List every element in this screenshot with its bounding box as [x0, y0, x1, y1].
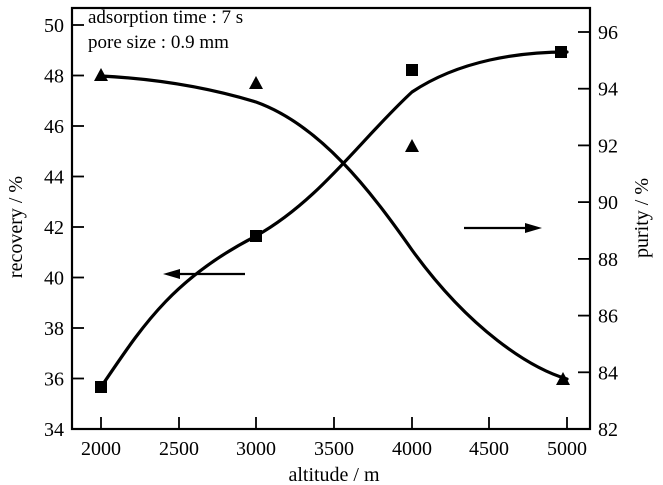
- y-right-ticks: [578, 31, 590, 430]
- y-left-tick-label: 46: [44, 116, 64, 138]
- y-right-axis-title: purity / %: [631, 178, 653, 258]
- y-left-ticks: [72, 24, 84, 430]
- data-point-marker: [250, 230, 262, 242]
- y-left-tick-label: 42: [44, 217, 64, 239]
- y-left-tick-label: 34: [44, 419, 64, 441]
- y-right-tick-label: 84: [598, 362, 618, 384]
- y-right-tick-label: 96: [598, 22, 618, 44]
- y-right-tick-label: 92: [598, 135, 618, 157]
- left-axis-arrow: [163, 269, 245, 279]
- data-point-marker: [556, 372, 570, 385]
- y-left-axis-title: recovery / %: [5, 176, 27, 278]
- x-tick-labels: 2000 2500 3000 3500 4000 4500 5000: [81, 438, 587, 460]
- y-left-tick-label: 38: [44, 318, 64, 340]
- y-right-tick-labels: 96 94 92 90 88 86 84 82: [598, 22, 618, 441]
- data-point-marker: [405, 139, 419, 152]
- y-right-tick-label: 94: [598, 79, 618, 101]
- data-point-marker: [94, 68, 108, 81]
- y-right-tick-label: 90: [598, 192, 618, 214]
- y-right-tick-label: 86: [598, 306, 618, 328]
- x-axis-title: altitude / m: [288, 464, 380, 485]
- y-left-tick-labels: 50 48 46 44 42 40 38 36 34: [44, 15, 64, 441]
- x-tick-label: 2000: [81, 438, 121, 460]
- plot-frame: [70, 6, 592, 431]
- y-left-tick-label: 36: [44, 369, 64, 391]
- x-tick-label: 4500: [469, 438, 509, 460]
- annotation-adsorption-time: adsorption time : 7 s: [88, 7, 243, 28]
- recovery-markers: [95, 46, 567, 393]
- y-left-tick-label: 48: [44, 66, 64, 88]
- data-point-marker: [95, 381, 107, 393]
- right-axis-arrow: [464, 223, 542, 233]
- x-tick-label: 3000: [236, 438, 276, 460]
- recovery-curve: [99, 50, 569, 389]
- x-tick-label: 2500: [159, 438, 199, 460]
- x-tick-label: 4000: [392, 438, 432, 460]
- y-left-tick-label: 50: [44, 15, 64, 37]
- y-right-tick-label: 88: [598, 249, 618, 271]
- data-point-marker: [555, 46, 567, 58]
- y-left-tick-label: 44: [44, 167, 64, 189]
- x-tick-label: 3500: [314, 438, 354, 460]
- y-left-tick-label: 40: [44, 268, 64, 290]
- data-point-marker: [249, 76, 263, 89]
- purity-markers: [94, 68, 570, 385]
- data-point-marker: [406, 64, 418, 76]
- y-right-tick-label: 82: [598, 419, 618, 441]
- purity-curve: [99, 74, 569, 381]
- annotation-pore-size: pore size : 0.9 mm: [88, 32, 229, 53]
- x-tick-label: 5000: [547, 438, 587, 460]
- x-ticks: [100, 417, 568, 429]
